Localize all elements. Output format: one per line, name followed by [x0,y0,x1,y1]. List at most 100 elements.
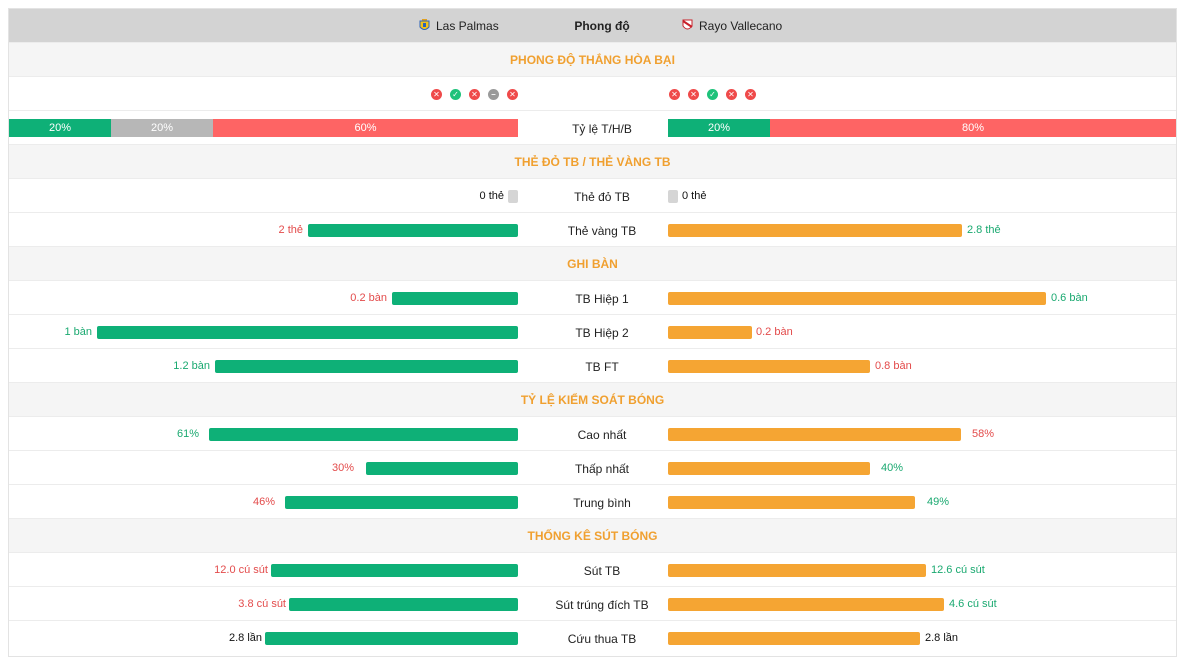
home-yellow-cards-value: 2 thẻ [278,224,303,236]
away-form-loss-icon: ✕ [726,89,737,100]
home-shots-on-value: 3.8 cú sút [238,598,286,610]
stat-row-half2: 1 bàn TB Hiệp 2 0.2 bàn [9,315,1176,349]
saves-label: Cứu thua TB [567,632,637,646]
home-poss-low-value: 30% [331,462,354,474]
away-shots-bar [668,564,926,577]
home-ft-bar [215,360,518,373]
away-half1-bar [668,292,1046,305]
home-form-loss-icon: ✕ [469,89,480,100]
yellow-cards-label: Thẻ vàng TB [567,224,637,238]
away-poss-avg-value: 49% [927,496,950,508]
home-half2-bar [97,326,518,339]
home-poss-high-bar [209,428,518,441]
home-poss-avg-value: 46% [252,496,275,508]
section-shots-title: THỐNG KÊ SÚT BÓNG [527,529,658,543]
home-half1-value: 0.2 bàn [350,292,387,304]
home-shots-value: 12.0 cú sút [214,564,268,576]
away-poss-high-value: 58% [972,428,995,440]
half2-label: TB Hiệp 2 [575,326,629,340]
form-row: ✕ ✓ ✕ – ✕ ✕ ✕ ✓ ✕ ✕ [9,77,1176,111]
away-yellow-cards-value: 2.8 thẻ [967,224,1001,236]
stat-row-yellow-cards: 2 thẻ Thẻ vàng TB 2.8 thẻ [9,213,1176,247]
header-row: Las Palmas Phong độ Rayo Vallecano [9,9,1176,43]
shots-label: Sút TB [583,564,621,578]
away-shots-on-value: 4.6 cú sút [949,598,997,610]
away-poss-high-bar [668,428,961,441]
home-form-loss-icon: ✕ [507,89,518,100]
stat-row-saves: 2.8 lần Cứu thua TB 2.8 lần [9,621,1176,656]
home-wdl-win-segment: 20% [9,119,111,137]
home-half1-bar [392,292,518,305]
stats-panel: Las Palmas Phong độ Rayo Vallecano PHONG… [8,8,1177,657]
stat-row-poss-avg: 46% Trung bình 49% [9,485,1176,519]
section-cards: THẺ ĐỎ TB / THẺ VÀNG TB [9,145,1176,179]
away-half1-value: 0.6 bàn [1051,292,1088,304]
section-possession-title: TỶ LỆ KIỂM SOÁT BÓNG [520,393,665,407]
home-poss-avg-bar [285,496,518,509]
stat-row-poss-high: 61% Cao nhất 58% [9,417,1176,451]
home-poss-low-bar [366,462,518,475]
away-wdl-loss-segment: 80% [770,119,1176,137]
away-yellow-cards-bar [668,224,962,237]
away-red-cards-value: 0 thẻ [682,190,707,202]
section-shots: THỐNG KÊ SÚT BÓNG [9,519,1176,553]
away-form-loss-icon: ✕ [669,89,680,100]
away-form-win-icon: ✓ [707,89,718,100]
stat-row-red-cards: 0 thẻ Thẻ đỏ TB 0 thẻ [9,179,1176,213]
away-half2-value: 0.2 bàn [756,326,793,338]
poss-avg-label: Trung bình [573,496,631,510]
section-goals: GHI BÀN [9,247,1176,281]
away-team-name: Rayo Vallecano [699,19,783,33]
ft-label: TB FT [585,360,619,374]
away-ft-value: 0.8 bàn [875,360,912,372]
away-poss-low-value: 40% [881,462,904,474]
away-saves-bar [668,632,920,645]
stat-row-ft: 1.2 bàn TB FT 0.8 bàn [9,349,1176,383]
section-form-title: PHONG ĐỘ THẮNG HÒA BẠI [510,53,675,67]
wdl-row: 20% 20% 60% Tỷ lệ T/H/B 20% 80% [9,111,1176,145]
away-wdl-win-segment: 20% [668,119,770,137]
poss-high-label: Cao nhất [577,428,627,442]
away-form-loss-icon: ✕ [688,89,699,100]
home-red-cards-bar [508,190,518,203]
home-team[interactable]: Las Palmas [419,19,499,33]
home-form-draw-icon: – [488,89,499,100]
red-cards-label: Thẻ đỏ TB [574,190,630,204]
las-palmas-crest-icon [419,19,430,30]
home-ft-value: 1.2 bàn [173,360,210,372]
section-cards-title: THẺ ĐỎ TB / THẺ VÀNG TB [514,155,671,169]
away-poss-low-bar [668,462,870,475]
rayo-vallecano-crest-icon [682,19,693,30]
away-team[interactable]: Rayo Vallecano [682,19,782,33]
away-form-loss-icon: ✕ [745,89,756,100]
stat-row-shots: 12.0 cú sút Sút TB 12.6 cú sút [9,553,1176,587]
away-shots-on-bar [668,598,944,611]
home-form-loss-icon: ✕ [431,89,442,100]
home-red-cards-value: 0 thẻ [479,190,504,202]
home-wdl-draw-segment: 20% [111,119,213,137]
stat-row-half1: 0.2 bàn TB Hiệp 1 0.6 bàn [9,281,1176,315]
away-poss-avg-bar [668,496,915,509]
home-half2-value: 1 bàn [64,326,92,338]
home-yellow-cards-bar [308,224,518,237]
home-poss-high-value: 61% [176,428,199,440]
home-shots-on-bar [289,598,518,611]
poss-low-label: Thấp nhất [574,462,630,476]
section-goals-title: GHI BÀN [567,257,618,271]
home-saves-value: 2.8 lần [228,632,262,644]
away-red-cards-bar [668,190,678,203]
section-form: PHONG ĐỘ THẮNG HÒA BẠI [9,43,1176,77]
home-shots-bar [271,564,518,577]
header-center-label: Phong độ [574,19,630,33]
home-saves-bar [265,632,518,645]
home-team-name: Las Palmas [436,19,499,33]
away-ft-bar [668,360,870,373]
section-possession: TỶ LỆ KIỂM SOÁT BÓNG [9,383,1176,417]
stat-row-shots-on: 3.8 cú sút Sút trúng đích TB 4.6 cú sút [9,587,1176,621]
home-form-win-icon: ✓ [450,89,461,100]
shots-on-label: Sút trúng đích TB [555,598,649,612]
away-saves-value: 2.8 lần [925,632,959,644]
half1-label: TB Hiệp 1 [575,292,629,306]
home-wdl-loss-segment: 60% [213,119,518,137]
wdl-label: Tỷ lệ T/H/B [572,122,632,136]
